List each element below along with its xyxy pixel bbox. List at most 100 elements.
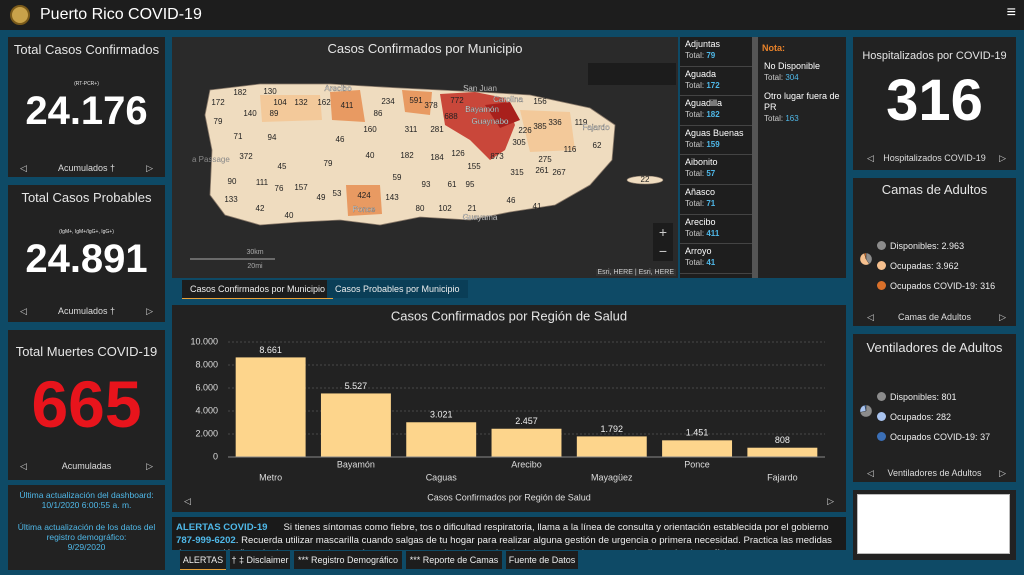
bottom-tab[interactable]: ALERTAS xyxy=(180,551,226,570)
total-label: Total: xyxy=(685,110,705,120)
header-title: Puerto Rico COVID-19 xyxy=(40,6,202,23)
total-value: 304 xyxy=(785,73,799,82)
municipality-total: Total: 57 xyxy=(685,168,747,179)
alerts-text: Si tienes síntomas como fiebre, tos o di… xyxy=(283,522,829,533)
prev-arrow[interactable]: ◁ xyxy=(867,312,874,322)
confirmed-value: 24.176 xyxy=(25,89,148,133)
panel-footer: Camas de Adultos xyxy=(897,312,972,322)
beds-panel: Camas de Adultos ◁ Camas de Adultos ▷ Di… xyxy=(853,178,1016,326)
legend-value: 316 xyxy=(980,281,996,291)
legend-item: Disponibles: 801 xyxy=(877,392,957,402)
total-label: Total: xyxy=(764,114,784,123)
bottom-tab[interactable]: *** Registro Demográfico xyxy=(294,551,402,569)
panel-subtitle: (IgM+, IgM+/IgG+, IgG+) xyxy=(59,229,114,235)
legend-label: Ocupados: xyxy=(890,412,934,422)
panel-title: Hospitalizados por COVID-19 xyxy=(862,50,1007,62)
total-label: Total: xyxy=(685,258,705,268)
note-name: Otro lugar fuera de PR xyxy=(764,91,840,112)
legend-swatch xyxy=(877,241,886,250)
legend-item: Ocupados COVID-19: 316 xyxy=(877,281,995,291)
panel-title: Total Muertes COVID-19 xyxy=(15,344,158,359)
next-arrow[interactable]: ▷ xyxy=(146,306,153,316)
alerts-text: . Recuerda utilizar mascarilla cuando sa… xyxy=(176,535,832,550)
prev-arrow[interactable]: ◁ xyxy=(20,163,27,173)
panel-title: Total Casos Probables xyxy=(21,190,152,205)
municipality-item[interactable]: Añasco Total: 71 xyxy=(680,185,752,215)
deaths-panel: Total Muertes COVID-19 665 ◁ Acumuladas … xyxy=(8,330,165,480)
municipality-total: Total: 71 xyxy=(685,198,747,209)
municipality-item[interactable]: Arroyo Total: 41 xyxy=(680,244,752,274)
zoom-controls[interactable]: + − xyxy=(653,223,673,261)
probable-panel: Total Casos Probables (IgM+, IgM+/IgG+, … xyxy=(8,185,165,322)
map-panel[interactable]: Casos Confirmados por Municipio + − Esri,… xyxy=(172,37,678,278)
total-label: Total: xyxy=(685,139,705,149)
prev-arrow[interactable]: ◁ xyxy=(867,468,874,478)
legend-value: 2.963 xyxy=(941,241,965,251)
logo[interactable] xyxy=(10,5,30,25)
prev-arrow[interactable]: ◁ xyxy=(867,153,874,163)
note-item: No Disponible Total: 304 xyxy=(764,61,842,83)
legend-swatch xyxy=(877,412,886,421)
bottom-tab[interactable]: *** Reporte de Camas xyxy=(406,551,502,569)
deaths-value: 665 xyxy=(31,367,142,441)
municipality-total: Total: 79 xyxy=(685,50,747,61)
map-tab[interactable]: Casos Confirmados por Municipio xyxy=(182,280,334,299)
municipality-item[interactable]: Aguada Total: 172 xyxy=(680,67,752,97)
legend-value: 37 xyxy=(980,432,991,442)
confirmed-panel: Total Casos Confirmados (RT-PCR+) 24.176… xyxy=(8,37,165,177)
municipality-item[interactable]: Aguas Buenas Total: 159 xyxy=(680,126,752,156)
legend-swatch xyxy=(877,392,886,401)
prev-arrow[interactable]: ◁ xyxy=(20,461,27,471)
prev-arrow[interactable]: ◁ xyxy=(184,496,191,506)
municipality-item[interactable]: Aibonito Total: 57 xyxy=(680,155,752,185)
bottom-tab[interactable]: Fuente de Datos xyxy=(506,551,578,569)
bottom-tab[interactable]: † ‡ Disclaimer xyxy=(230,551,290,569)
image-placeholder xyxy=(857,494,1010,554)
municipality-item[interactable]: Aguadilla Total: 182 xyxy=(680,96,752,126)
menu-icon[interactable]: ≡ xyxy=(1006,4,1016,21)
municipality-total: Total: 411 xyxy=(685,228,747,239)
municipality-total: Total: 159 xyxy=(685,139,747,150)
hospitalized-value: 316 xyxy=(886,68,983,133)
map-tab[interactable]: Casos Probables por Municipio xyxy=(327,280,468,298)
note-total: Total: 304 xyxy=(764,72,842,83)
legend-item: Ocupadas: 3.962 xyxy=(877,261,959,271)
panel-title: Total Casos Confirmados xyxy=(13,42,160,57)
alerts-title: ALERTAS COVID-19 xyxy=(176,522,268,533)
panel-footer: Ventiladores de Adultos xyxy=(887,468,982,478)
legend-value: 282 xyxy=(936,412,952,422)
municipality-total: Total: 41 xyxy=(685,257,747,268)
municipality-item[interactable]: Arecibo Total: 411 xyxy=(680,215,752,245)
update-date: 10/1/2020 6:00:55 a. m. xyxy=(41,500,132,510)
municipality-list: Adjuntas Total: 79 Aguada Total: 172 Aguadil… xyxy=(680,37,752,278)
next-arrow[interactable]: ▷ xyxy=(146,163,153,173)
municipality-name: Aguada xyxy=(685,68,717,79)
legend-item: Disponibles: 2.963 xyxy=(877,241,964,251)
note-item: Otro lugar fuera de PR Total: 163 xyxy=(764,91,842,124)
map-toolbar[interactable] xyxy=(588,63,676,85)
legend-label: Ocupados COVID-19: xyxy=(890,281,978,291)
municipality-name: Añasco xyxy=(685,186,716,197)
next-arrow[interactable]: ▷ xyxy=(999,153,1006,163)
total-label: Total: xyxy=(685,51,705,60)
scrollbar[interactable] xyxy=(752,37,758,278)
panel-title: Camas de Adultos xyxy=(881,182,988,197)
next-arrow[interactable]: ▷ xyxy=(827,496,834,506)
next-arrow[interactable]: ▷ xyxy=(999,312,1006,322)
next-arrow[interactable]: ▷ xyxy=(146,461,153,471)
alerts-phone: 787-999-6202 xyxy=(176,535,236,546)
image-panel xyxy=(853,490,1016,560)
municipality-name: Aguas Buenas xyxy=(685,127,744,138)
total-value: 41 xyxy=(706,258,716,268)
municipality-total: Total: 182 xyxy=(685,109,747,120)
municipality-name: Arecibo xyxy=(685,216,716,227)
alerts-panel: ALERTAS COVID-19 Si tienes síntomas como… xyxy=(172,517,846,550)
next-arrow[interactable]: ▷ xyxy=(999,468,1006,478)
prev-arrow[interactable]: ◁ xyxy=(20,306,27,316)
map-title: Casos Confirmados por Municipio xyxy=(327,41,523,56)
municipality-item[interactable]: Adjuntas Total: 79 xyxy=(680,37,752,67)
total-value: 411 xyxy=(706,228,720,238)
ventilators-panel: Ventiladores de Adultos ◁ Ventiladores d… xyxy=(853,334,1016,482)
total-value: 172 xyxy=(706,80,720,90)
